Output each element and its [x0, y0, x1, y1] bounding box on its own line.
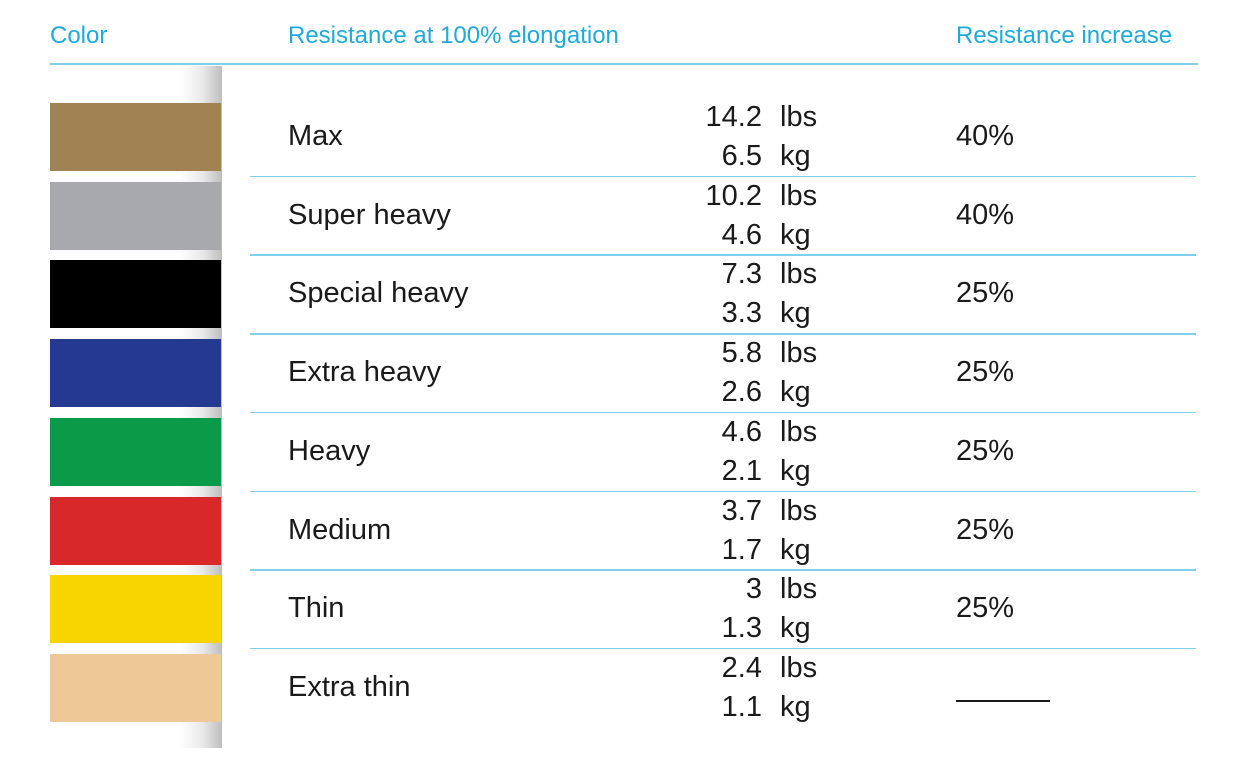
row-label: Extra heavy: [288, 356, 442, 389]
weight-value: 6.5: [721, 140, 762, 172]
color-swatch: [50, 653, 221, 722]
weight-unit: kg: [780, 612, 811, 645]
column-header: Color: [50, 22, 108, 49]
weight-value: 2.4: [721, 651, 762, 684]
weight-value: 1.3: [721, 612, 762, 645]
increase: 40%: [956, 120, 1015, 152]
increase: 25%: [956, 356, 1015, 389]
no-increase-dash: [956, 699, 1050, 702]
weight-value: 3: [745, 573, 762, 606]
weight-unit: lbs: [780, 101, 818, 133]
row-label: Heavy: [288, 434, 371, 467]
weight-unit: lbs: [780, 651, 818, 684]
weight-unit: lbs: [780, 573, 818, 606]
header-rule: [50, 63, 1198, 65]
weight-unit: lbs: [780, 337, 818, 370]
weight-value: 2.6: [721, 376, 762, 409]
weight-value: 10.2: [705, 179, 762, 212]
row-separator: [250, 490, 1196, 492]
weight-unit: lbs: [780, 179, 818, 212]
weight-unit: kg: [780, 297, 811, 330]
weight-unit: kg: [780, 218, 811, 251]
weight-value: 2.1: [721, 454, 762, 487]
column-header: Resistance at 100% elongation: [288, 22, 619, 49]
color-swatch: [50, 103, 221, 171]
color-swatch: [50, 260, 221, 329]
weight-unit: kg: [780, 533, 811, 566]
increase: 40%: [956, 198, 1015, 231]
row-separator: [250, 647, 1196, 650]
weight-value: 14.2: [705, 101, 762, 133]
weight-unit: kg: [780, 454, 811, 487]
row-label: Extra thin: [288, 670, 411, 703]
weight-unit: kg: [780, 690, 811, 723]
weight-value: 7.3: [721, 258, 762, 291]
weight-unit: kg: [780, 376, 811, 409]
weight-value: 3.7: [721, 494, 762, 527]
color-swatch: [50, 496, 221, 565]
color-swatch: [50, 417, 221, 486]
color-swatch: [50, 181, 221, 250]
weight-value: 1.1: [721, 690, 762, 723]
weight-unit: lbs: [780, 258, 818, 291]
row-label: Medium: [288, 513, 392, 546]
row-separator: [250, 175, 1196, 178]
increase: 25%: [956, 434, 1015, 467]
weight-value: 4.6: [721, 218, 762, 251]
row-label: Super heavy: [288, 198, 451, 231]
weight-value: 3.3: [721, 297, 762, 330]
column-header: Resistance increase: [956, 22, 1173, 49]
increase: 25%: [956, 513, 1015, 546]
row-separator: [250, 254, 1196, 256]
row-separator: [250, 333, 1196, 335]
increase: 25%: [956, 592, 1015, 625]
row-separator: [250, 411, 1196, 414]
row-label: Max: [288, 120, 343, 152]
weight-value: 5.8: [721, 337, 762, 370]
increase: 25%: [956, 277, 1015, 310]
weight-unit: lbs: [780, 494, 818, 527]
row-label: Thin: [288, 592, 345, 625]
weight-value: 1.7: [721, 533, 762, 566]
weight-value: 4.6: [721, 415, 762, 448]
row-separator: [250, 569, 1196, 571]
color-swatch: [50, 339, 221, 408]
weight-unit: lbs: [780, 415, 818, 448]
row-label: Special heavy: [288, 277, 469, 310]
color-swatch: [50, 575, 221, 644]
weight-unit: kg: [780, 140, 811, 172]
